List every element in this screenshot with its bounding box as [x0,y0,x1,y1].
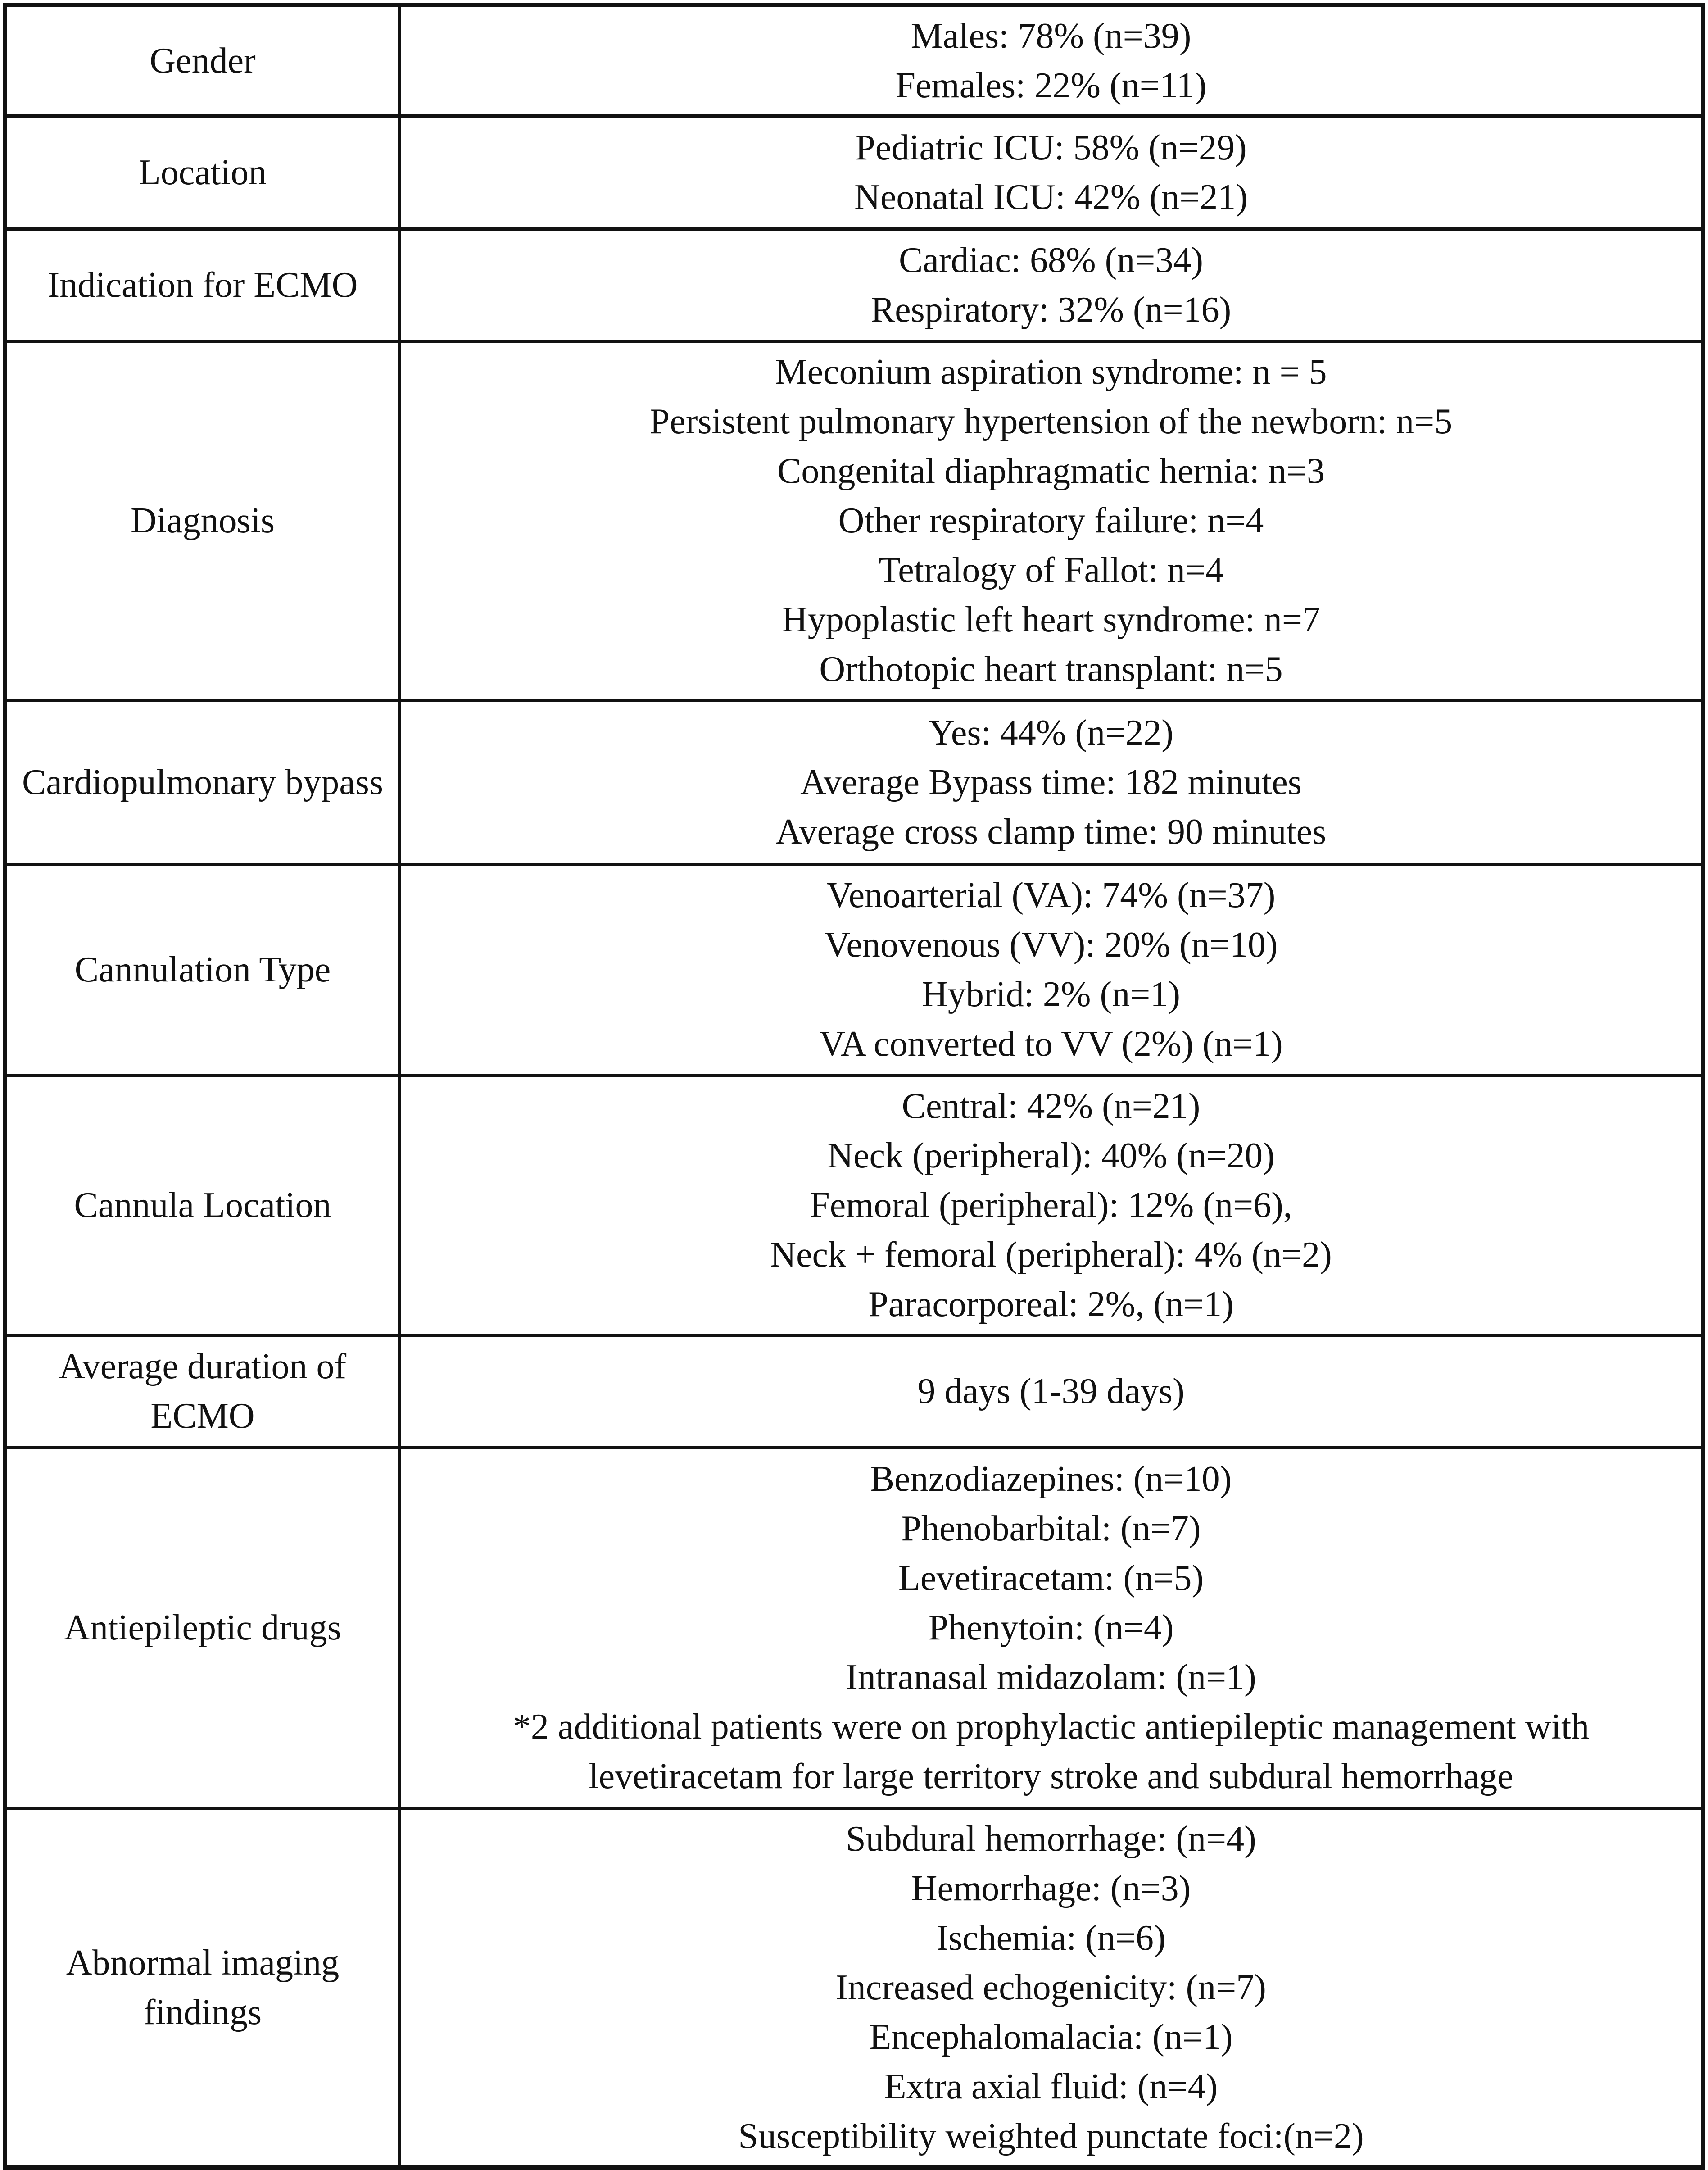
page: Gender Males: 78% (n=39) Females: 22% (n=1… [3,3,1705,2170]
value-line: Venovenous (VV): 20% (n=10) [824,925,1278,965]
value-line: Orthotopic heart transplant: n=5 [819,649,1283,689]
value-line: Subdural hemorrhage: (n=4) [846,1819,1256,1859]
value-line: Yes: 44% (n=22) [929,713,1173,753]
value-line: Meconium aspiration syndrome: n = 5 [775,352,1327,392]
row-values: Venoarterial (VA): 74% (n=37) Venovenous … [398,862,1705,1077]
value-line: Encephalomalacia: (n=1) [869,2017,1233,2057]
value-line: Benzodiazepines: (n=10) [870,1459,1232,1499]
data-table: Gender Males: 78% (n=39) Females: 22% (n=1… [3,3,1705,2170]
table-row: Antiepileptic drugs Benzodiazepines: (n=1… [3,1445,1705,1810]
value-line: Levetiracetam: (n=5) [898,1558,1204,1598]
table-row: Cardiopulmonary bypass Yes: 44% (n=22) Ave… [3,699,1705,866]
value-line: *2 additional patients were on prophylac… [512,1707,1590,1747]
table-row: Indication for ECMO Cardiac: 68% (n=34) Re… [3,227,1705,343]
value-line: Pediatric ICU: 58% (n=29) [855,127,1247,168]
table-row: Abnormal imaging findings Subdural hemorr… [3,1807,1705,2170]
row-label: Antiepileptic drugs [3,1445,401,1810]
value-line: Femoral (peripheral): 12% (n=6), [810,1185,1292,1225]
value-line: Hemorrhage: (n=3) [911,1869,1191,1909]
value-line: Congenital diaphragmatic hernia: n=3 [777,451,1325,491]
value-line: Cardiac: 68% (n=34) [898,240,1203,280]
value-line: Central: 42% (n=21) [902,1086,1201,1126]
value-line: Neonatal ICU: 42% (n=21) [854,177,1248,217]
value-line: Hybrid: 2% (n=1) [922,974,1180,1014]
value-line: Increased echogenicity: (n=7) [836,1968,1266,2008]
row-label: Location [3,114,401,231]
value-line: Phenytoin: (n=4) [928,1608,1174,1648]
row-values: Central: 42% (n=21) Neck (peripheral): 40… [398,1073,1705,1337]
value-line: Paracorporeal: 2%, (n=1) [868,1285,1234,1324]
row-values: Yes: 44% (n=22) Average Bypass time: 182 … [398,699,1705,866]
row-label: Diagnosis [3,339,401,702]
value-line: Tetralogy of Fallot: n=4 [878,550,1224,590]
value-line: Intranasal midazolam: (n=1) [846,1657,1256,1697]
table-row: Location Pediatric ICU: 58% (n=29) Neonata… [3,114,1705,231]
table-row: Gender Males: 78% (n=39) Females: 22% (n=1… [3,3,1705,118]
value-line: Extra axial fluid: (n=4) [884,2067,1218,2107]
value-line: Persistent pulmonary hypertension of the… [649,402,1453,441]
table-row: Diagnosis Meconium aspiration syndrome: n… [3,339,1705,702]
row-label: Cannulation Type [3,862,401,1077]
value-line: 9 days (1-39 days) [917,1371,1185,1411]
value-line: Males: 78% (n=39) [911,16,1192,56]
value-line: VA converted to VV (2%) (n=1) [819,1024,1283,1064]
value-line: Females: 22% (n=11) [895,65,1207,105]
row-label: Average duration of ECMO [3,1334,401,1449]
value-line: Ischemia: (n=6) [936,1918,1166,1958]
value-line: Average Bypass time: 182 minutes [800,762,1302,802]
value-line: Average cross clamp time: 90 minutes [775,812,1327,852]
row-values: Pediatric ICU: 58% (n=29) Neonatal ICU: 4… [398,114,1705,231]
table-row: Cannula Location Central: 42% (n=21) Neck … [3,1073,1705,1337]
value-line: Neck (peripheral): 40% (n=20) [827,1136,1275,1176]
value-line: Hypoplastic left heart syndrome: n=7 [782,600,1320,640]
value-line: Phenobarbital: (n=7) [901,1509,1201,1548]
value-line: Neck + femoral (peripheral): 4% (n=2) [770,1235,1332,1275]
row-label: Abnormal imaging findings [3,1807,401,2170]
row-values: 9 days (1-39 days) [398,1334,1705,1449]
row-label: Gender [3,3,401,118]
value-line: Venoarterial (VA): 74% (n=37) [826,875,1276,915]
row-values: Males: 78% (n=39) Females: 22% (n=11) [398,3,1705,118]
row-values: Meconium aspiration syndrome: n = 5 Persi… [398,339,1705,702]
value-line: Respiratory: 32% (n=16) [870,290,1232,330]
table-row: Average duration of ECMO 9 days (1-39 day… [3,1334,1705,1449]
value-line: Susceptibility weighted punctate foci:(n… [738,2116,1364,2156]
table-row: Cannulation Type Venoarterial (VA): 74% (… [3,862,1705,1077]
value-line: levetiracetam for large territory stroke… [589,1757,1513,1796]
row-label: Indication for ECMO [3,227,401,343]
value-line: Other respiratory failure: n=4 [838,501,1264,540]
row-values: Benzodiazepines: (n=10) Phenobarbital: (n… [398,1445,1705,1810]
row-label: Cardiopulmonary bypass [3,699,401,866]
row-label: Cannula Location [3,1073,401,1337]
row-values: Subdural hemorrhage: (n=4) Hemorrhage: (n… [398,1807,1705,2170]
row-values: Cardiac: 68% (n=34) Respiratory: 32% (n=1… [398,227,1705,343]
